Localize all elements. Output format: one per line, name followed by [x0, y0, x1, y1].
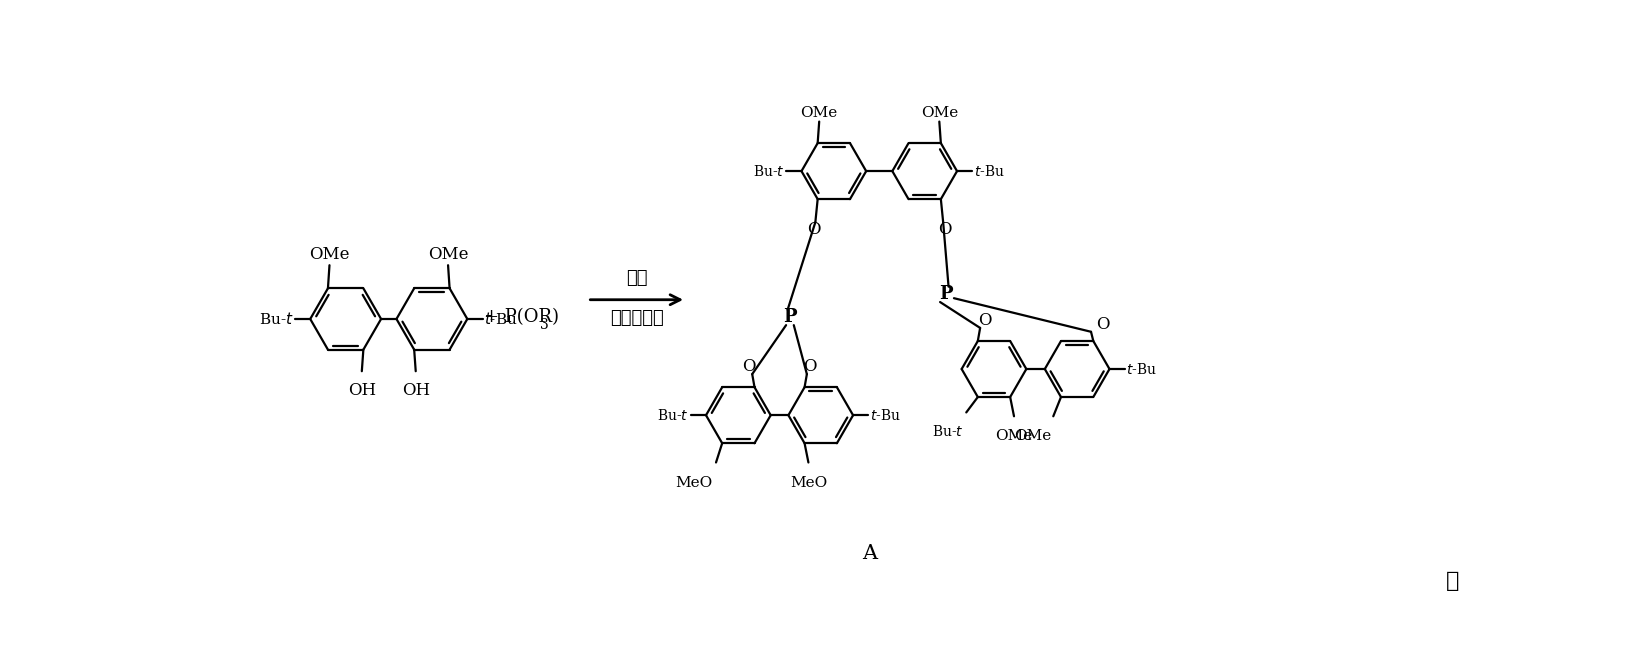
Text: 。: 。: [1446, 570, 1459, 592]
Text: O: O: [1096, 316, 1111, 332]
Text: Bu-$t$: Bu-$t$: [258, 311, 293, 327]
Text: O: O: [978, 312, 991, 328]
Text: 3: 3: [540, 318, 548, 332]
Text: OMe: OMe: [800, 106, 838, 120]
Text: O: O: [937, 221, 952, 238]
Text: P: P: [784, 308, 797, 326]
Text: + P(OR): + P(OR): [484, 308, 560, 326]
Text: 有机氯化磷: 有机氯化磷: [610, 309, 664, 327]
Text: OMe: OMe: [921, 106, 959, 120]
Text: O: O: [743, 358, 756, 375]
Text: OMe: OMe: [995, 429, 1032, 444]
Text: Bu-$t$: Bu-$t$: [753, 164, 785, 179]
Text: $t$-Bu: $t$-Bu: [870, 407, 901, 423]
Text: $t$-Bu: $t$-Bu: [1127, 361, 1157, 377]
Text: OH: OH: [402, 382, 430, 399]
Text: P: P: [939, 286, 954, 303]
Text: 微波: 微波: [627, 270, 648, 288]
Text: O: O: [803, 358, 816, 375]
Text: OMe: OMe: [309, 246, 350, 263]
Text: $t$-Bu: $t$-Bu: [484, 311, 519, 327]
Text: Bu-$t$: Bu-$t$: [658, 407, 689, 423]
Text: O: O: [807, 221, 821, 238]
Text: OH: OH: [348, 382, 376, 399]
Text: $t$-Bu: $t$-Bu: [973, 164, 1005, 179]
Text: OMe: OMe: [1014, 429, 1052, 444]
Text: A: A: [862, 545, 877, 563]
Text: OMe: OMe: [427, 246, 468, 263]
Text: MeO: MeO: [676, 476, 713, 490]
Text: MeO: MeO: [790, 476, 828, 490]
Text: Bu-$t$: Bu-$t$: [933, 424, 964, 439]
